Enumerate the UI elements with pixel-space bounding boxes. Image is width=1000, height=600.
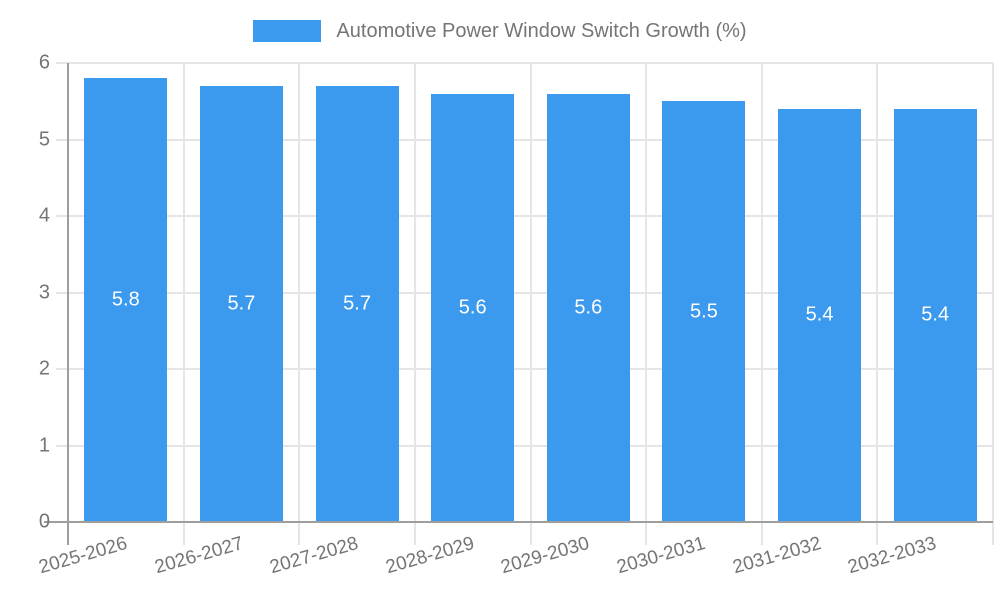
bar-2027-2028[interactable]: 5.7 [315, 85, 399, 522]
bar-2029-2030[interactable]: 5.6 [546, 93, 630, 522]
gridline-y [56, 291, 993, 294]
gridline-x [529, 63, 532, 545]
gridline-x [645, 63, 648, 545]
bar-value-label: 5.5 [690, 300, 718, 323]
legend-label: Automotive Power Window Switch Growth (%… [336, 20, 747, 42]
y-tick-label: 5 [38, 128, 50, 150]
bar-value-label: 5.7 [343, 292, 371, 315]
gridline-x [298, 63, 301, 545]
gridline-y [56, 444, 993, 447]
gridline-x [182, 63, 185, 545]
bar-2025-2026[interactable]: 5.8 [84, 78, 168, 522]
gridline-y [56, 368, 993, 370]
x-tick-label: 2030-2031 [614, 533, 708, 579]
gridline-x [760, 63, 763, 545]
gridline-y [56, 138, 993, 141]
bar-2028-2029[interactable]: 5.6 [431, 93, 515, 522]
x-tick-label: 2027-2028 [267, 533, 361, 579]
gridline-y [56, 215, 993, 217]
gridline-x [876, 63, 879, 545]
x-tick-label: 2032-2033 [845, 533, 939, 579]
x-tick-label: 2029-2030 [498, 533, 593, 579]
x-tick-label: 2026-2027 [152, 533, 246, 579]
legend[interactable]: Automotive Power Window Switch Growth (%… [0, 18, 1000, 44]
gridline-y [56, 62, 993, 64]
y-tick-label: 3 [38, 281, 50, 303]
x-tick-label: 2025-2026 [36, 533, 130, 579]
x-tick-label: 2028-2029 [383, 533, 477, 579]
bar-2030-2031[interactable]: 5.5 [662, 101, 746, 522]
y-axis-line [67, 63, 69, 545]
bar-2031-2032[interactable]: 5.4 [778, 108, 862, 522]
y-tick-label: 0 [38, 510, 50, 533]
bar-value-label: 5.7 [227, 292, 256, 315]
bar-2026-2027[interactable]: 5.7 [199, 85, 283, 522]
bar-value-label: 5.6 [574, 296, 603, 319]
legend-swatch [253, 20, 322, 42]
y-tick-label: 6 [38, 51, 50, 74]
y-tick-label: 4 [38, 204, 50, 227]
gridline-x [992, 63, 994, 545]
bar-value-label: 5.4 [921, 303, 950, 326]
x-tick-label: 2031-2032 [730, 533, 824, 579]
gridline-x [413, 63, 416, 545]
y-tick-label: 2 [38, 357, 50, 380]
bar-value-label: 5.6 [458, 296, 487, 319]
bar-2032-2033[interactable]: 5.4 [893, 108, 977, 522]
bar-value-label: 5.4 [805, 303, 834, 326]
x-axis-line [44, 521, 993, 523]
y-tick-label: 1 [38, 434, 50, 456]
bar-value-label: 5.8 [111, 288, 140, 311]
